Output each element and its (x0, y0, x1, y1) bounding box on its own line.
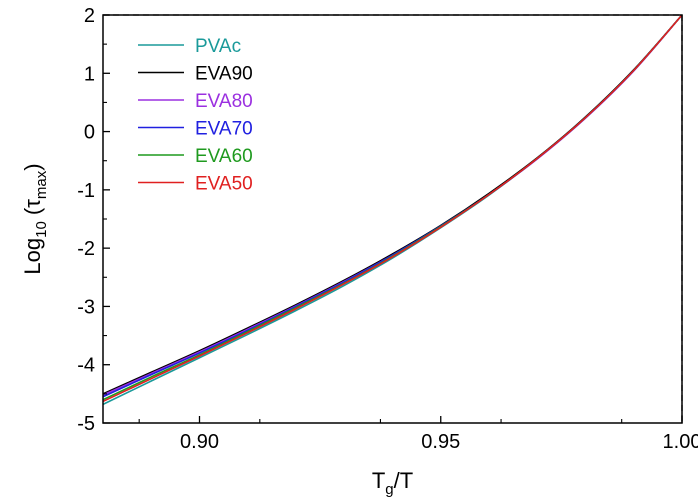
y-tick-label: -4 (77, 355, 95, 377)
series-line-eva90 (102, 14, 683, 395)
y-tick-label: -1 (77, 180, 95, 202)
legend-label-eva90: EVA90 (195, 64, 253, 85)
y-axis-title: Log10 (τmax) (20, 163, 50, 274)
y-axis-title-end: ) (20, 163, 45, 170)
legend-label-pvac: PVAc (195, 36, 241, 57)
series-line-eva50 (102, 14, 683, 403)
legend-label-eva50: EVA50 (195, 174, 253, 195)
series-line-eva70 (102, 14, 683, 398)
y-tick-label: -5 (77, 413, 95, 435)
y-axis-title-main: Log (20, 238, 45, 275)
x-tick-label: 0.95 (421, 431, 460, 453)
y-axis-title-mid: (τ (20, 199, 45, 221)
x-axis-title: Tg/T (372, 468, 413, 498)
legend-label-eva80: EVA80 (195, 91, 253, 112)
series-line-eva60 (102, 14, 683, 401)
x-tick-labels: 0.90 0.95 1.00 (180, 431, 698, 453)
x-tick-label: 0.90 (180, 431, 219, 453)
y-tick-labels: -5 -4 -3 -2 -1 0 1 2 (77, 5, 95, 435)
legend: PVAc EVA90 EVA80 EVA70 EVA60 EVA50 (138, 36, 253, 195)
axis-ticks (103, 14, 683, 424)
y-tick-label: 2 (84, 5, 95, 27)
x-axis-title-rest: /T (394, 468, 414, 493)
series-line-eva80 (102, 14, 683, 396)
y-tick-label: -2 (77, 238, 95, 260)
y-tick-label: 0 (84, 122, 95, 144)
y-tick-label: 1 (84, 63, 95, 85)
y-axis-title-sub2: max (33, 170, 50, 199)
series-layer (102, 14, 683, 406)
legend-label-eva60: EVA60 (195, 146, 253, 167)
x-axis-title-sub: g (385, 481, 393, 498)
y-tick-label: -3 (77, 296, 95, 318)
y-axis-title-sub1: 10 (33, 221, 50, 238)
x-tick-label: 1.00 (663, 431, 698, 453)
series-line-pvac (102, 14, 683, 406)
legend-label-eva70: EVA70 (195, 119, 253, 140)
x-axis-title-main: T (372, 468, 385, 493)
